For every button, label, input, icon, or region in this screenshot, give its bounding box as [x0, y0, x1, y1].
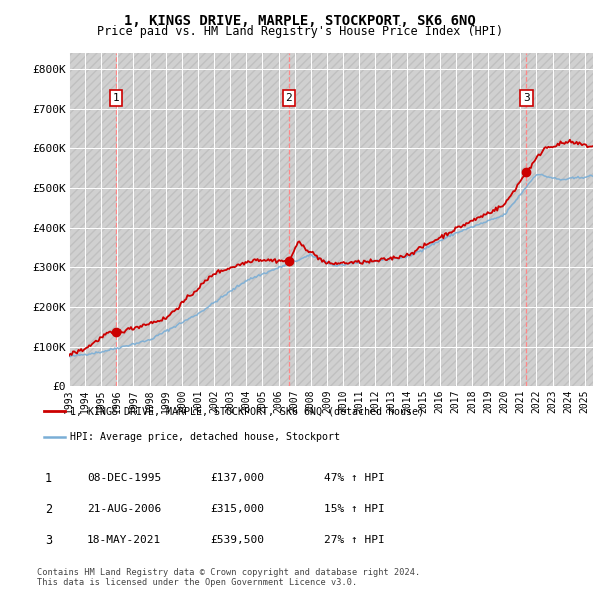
Text: 1, KINGS DRIVE, MARPLE, STOCKPORT, SK6 6NQ: 1, KINGS DRIVE, MARPLE, STOCKPORT, SK6 6…: [124, 14, 476, 28]
Text: 47% ↑ HPI: 47% ↑ HPI: [324, 474, 385, 483]
Text: 2: 2: [286, 93, 292, 103]
Text: 27% ↑ HPI: 27% ↑ HPI: [324, 536, 385, 545]
Text: £539,500: £539,500: [210, 536, 264, 545]
Text: £137,000: £137,000: [210, 474, 264, 483]
Text: 08-DEC-1995: 08-DEC-1995: [87, 474, 161, 483]
Text: Contains HM Land Registry data © Crown copyright and database right 2024.
This d: Contains HM Land Registry data © Crown c…: [37, 568, 421, 587]
Text: HPI: Average price, detached house, Stockport: HPI: Average price, detached house, Stoc…: [70, 432, 340, 441]
Text: 3: 3: [45, 534, 52, 547]
Text: 1: 1: [113, 93, 119, 103]
Text: £315,000: £315,000: [210, 504, 264, 514]
Text: 21-AUG-2006: 21-AUG-2006: [87, 504, 161, 514]
Text: 15% ↑ HPI: 15% ↑ HPI: [324, 504, 385, 514]
Text: 1: 1: [45, 472, 52, 485]
Text: 18-MAY-2021: 18-MAY-2021: [87, 536, 161, 545]
Text: Price paid vs. HM Land Registry's House Price Index (HPI): Price paid vs. HM Land Registry's House …: [97, 25, 503, 38]
Text: 3: 3: [523, 93, 530, 103]
Text: 2: 2: [45, 503, 52, 516]
Text: 1, KINGS DRIVE, MARPLE, STOCKPORT, SK6 6NQ (detached house): 1, KINGS DRIVE, MARPLE, STOCKPORT, SK6 6…: [70, 406, 424, 416]
